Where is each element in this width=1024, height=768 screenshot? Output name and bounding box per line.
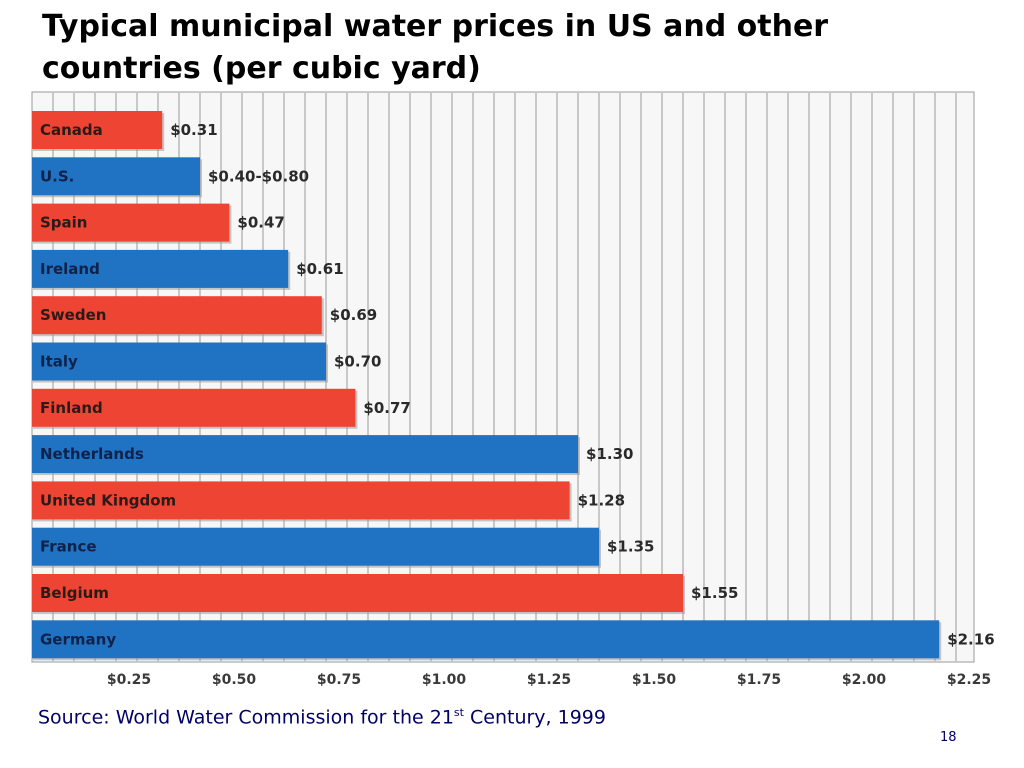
- value-label: $1.55: [691, 584, 738, 602]
- x-tick-label: $0.50: [212, 672, 257, 688]
- x-tick-label: $0.75: [317, 672, 361, 688]
- value-label: $0.77: [363, 399, 410, 417]
- category-label: Italy: [40, 353, 78, 371]
- value-label: $0.61: [296, 260, 343, 278]
- value-label: $1.35: [607, 538, 654, 556]
- category-label: France: [40, 538, 97, 556]
- category-label: Finland: [40, 399, 103, 417]
- category-label: Netherlands: [40, 445, 144, 463]
- x-tick-label: $1.00: [422, 672, 467, 688]
- value-label: $1.30: [586, 445, 633, 463]
- bar-netherlands: [32, 435, 578, 474]
- bar-united-kingdom: [32, 481, 570, 520]
- category-label: U.S.: [40, 167, 74, 185]
- value-label: $0.47: [237, 214, 284, 232]
- x-tick-label: $2.00: [842, 672, 887, 688]
- bar-sweden: [32, 296, 322, 335]
- value-label: $0.70: [334, 353, 381, 371]
- bar-u-s-: [32, 157, 200, 196]
- value-label: $1.28: [578, 491, 625, 509]
- x-tick-label: $2.25: [947, 672, 991, 688]
- source-suffix: Century, 1999: [463, 706, 606, 729]
- category-label: Canada: [40, 121, 103, 139]
- page-number: 18: [940, 730, 957, 745]
- value-label: $0.40-$0.80: [208, 167, 309, 185]
- x-tick-label: $1.75: [737, 672, 781, 688]
- source-superscript: st: [453, 706, 464, 719]
- bar-canada: [32, 111, 163, 149]
- bar-germany: [32, 620, 940, 659]
- category-label: Belgium: [40, 584, 109, 602]
- value-label: $0.69: [330, 306, 377, 324]
- bar-italy: [32, 342, 326, 381]
- bar-spain: [32, 203, 230, 242]
- source-prefix: Source: World Water Commission for the 2…: [38, 706, 454, 729]
- bar-chart: Canada $0.31 U.S. $0.40-$0.80 Spain $0.47 Irel…: [31, 91, 995, 688]
- x-tick-label: $1.25: [527, 672, 571, 688]
- source-note: Source: World Water Commission for the 2…: [38, 706, 606, 728]
- category-label: Sweden: [40, 306, 106, 324]
- bar-finland: [32, 388, 356, 427]
- slide-title: Typical municipal water prices in US and…: [42, 9, 829, 86]
- bar-ireland: [32, 249, 289, 288]
- category-label: Germany: [40, 630, 116, 648]
- value-label: $0.31: [170, 121, 217, 139]
- x-tick-label: $0.25: [107, 672, 151, 688]
- category-label: Spain: [40, 214, 87, 232]
- bar-france: [32, 527, 599, 566]
- category-label: Ireland: [40, 260, 100, 278]
- value-label: $2.16: [947, 630, 994, 648]
- category-label: United Kingdom: [40, 491, 176, 509]
- x-tick-label: $1.50: [632, 672, 677, 688]
- bar-belgium: [32, 574, 683, 612]
